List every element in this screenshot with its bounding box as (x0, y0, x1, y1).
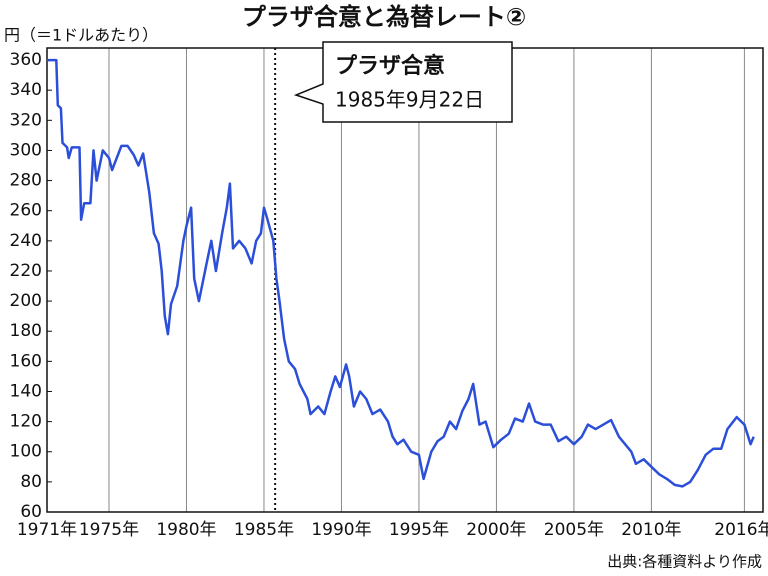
x-tick-label: 2016年 (714, 520, 768, 540)
x-tick-label: 2000年 (466, 520, 526, 540)
y-tick-label: 320 (10, 110, 42, 130)
y-tick-label: 360 (10, 50, 42, 70)
y-tick-label: 120 (10, 412, 42, 432)
y-axis-label: 円（＝1ドルあたり） (4, 26, 158, 45)
x-tick-label: 1980年 (156, 520, 216, 540)
x-tick-label: 1990年 (311, 520, 371, 540)
y-tick-label: 180 (10, 321, 42, 341)
y-tick-label: 340 (10, 80, 42, 100)
callout-date: 1985年9月22日 (335, 88, 484, 112)
x-tick-label: 1995年 (389, 520, 449, 540)
y-tick-label: 60 (20, 502, 42, 522)
chart-title: プラザ合意と為替レート② (242, 3, 526, 31)
x-tick-label: 1975年 (79, 520, 139, 540)
x-tick-label: 1985年 (234, 520, 294, 540)
y-tick-label: 260 (10, 201, 42, 221)
y-tick-label: 300 (10, 140, 42, 160)
rate-line (47, 58, 755, 488)
y-tick-label: 80 (20, 472, 42, 492)
y-tick-label: 200 (10, 291, 42, 311)
x-tick-label: 2005年 (544, 520, 604, 540)
y-tick-label: 160 (10, 351, 42, 371)
y-tick-label: 220 (10, 261, 42, 281)
x-tick-label: 2010年 (621, 520, 681, 540)
callout-title: プラザ合意 (335, 53, 445, 79)
x-tick-label: 1971年 (17, 520, 77, 540)
y-tick-label: 240 (10, 231, 42, 251)
y-tick-label: 100 (10, 442, 42, 462)
y-tick-label: 140 (10, 381, 42, 401)
y-tick-label: 280 (10, 171, 42, 191)
callout-box (293, 41, 513, 123)
source: 出典:各種資料より作成 (607, 553, 762, 571)
